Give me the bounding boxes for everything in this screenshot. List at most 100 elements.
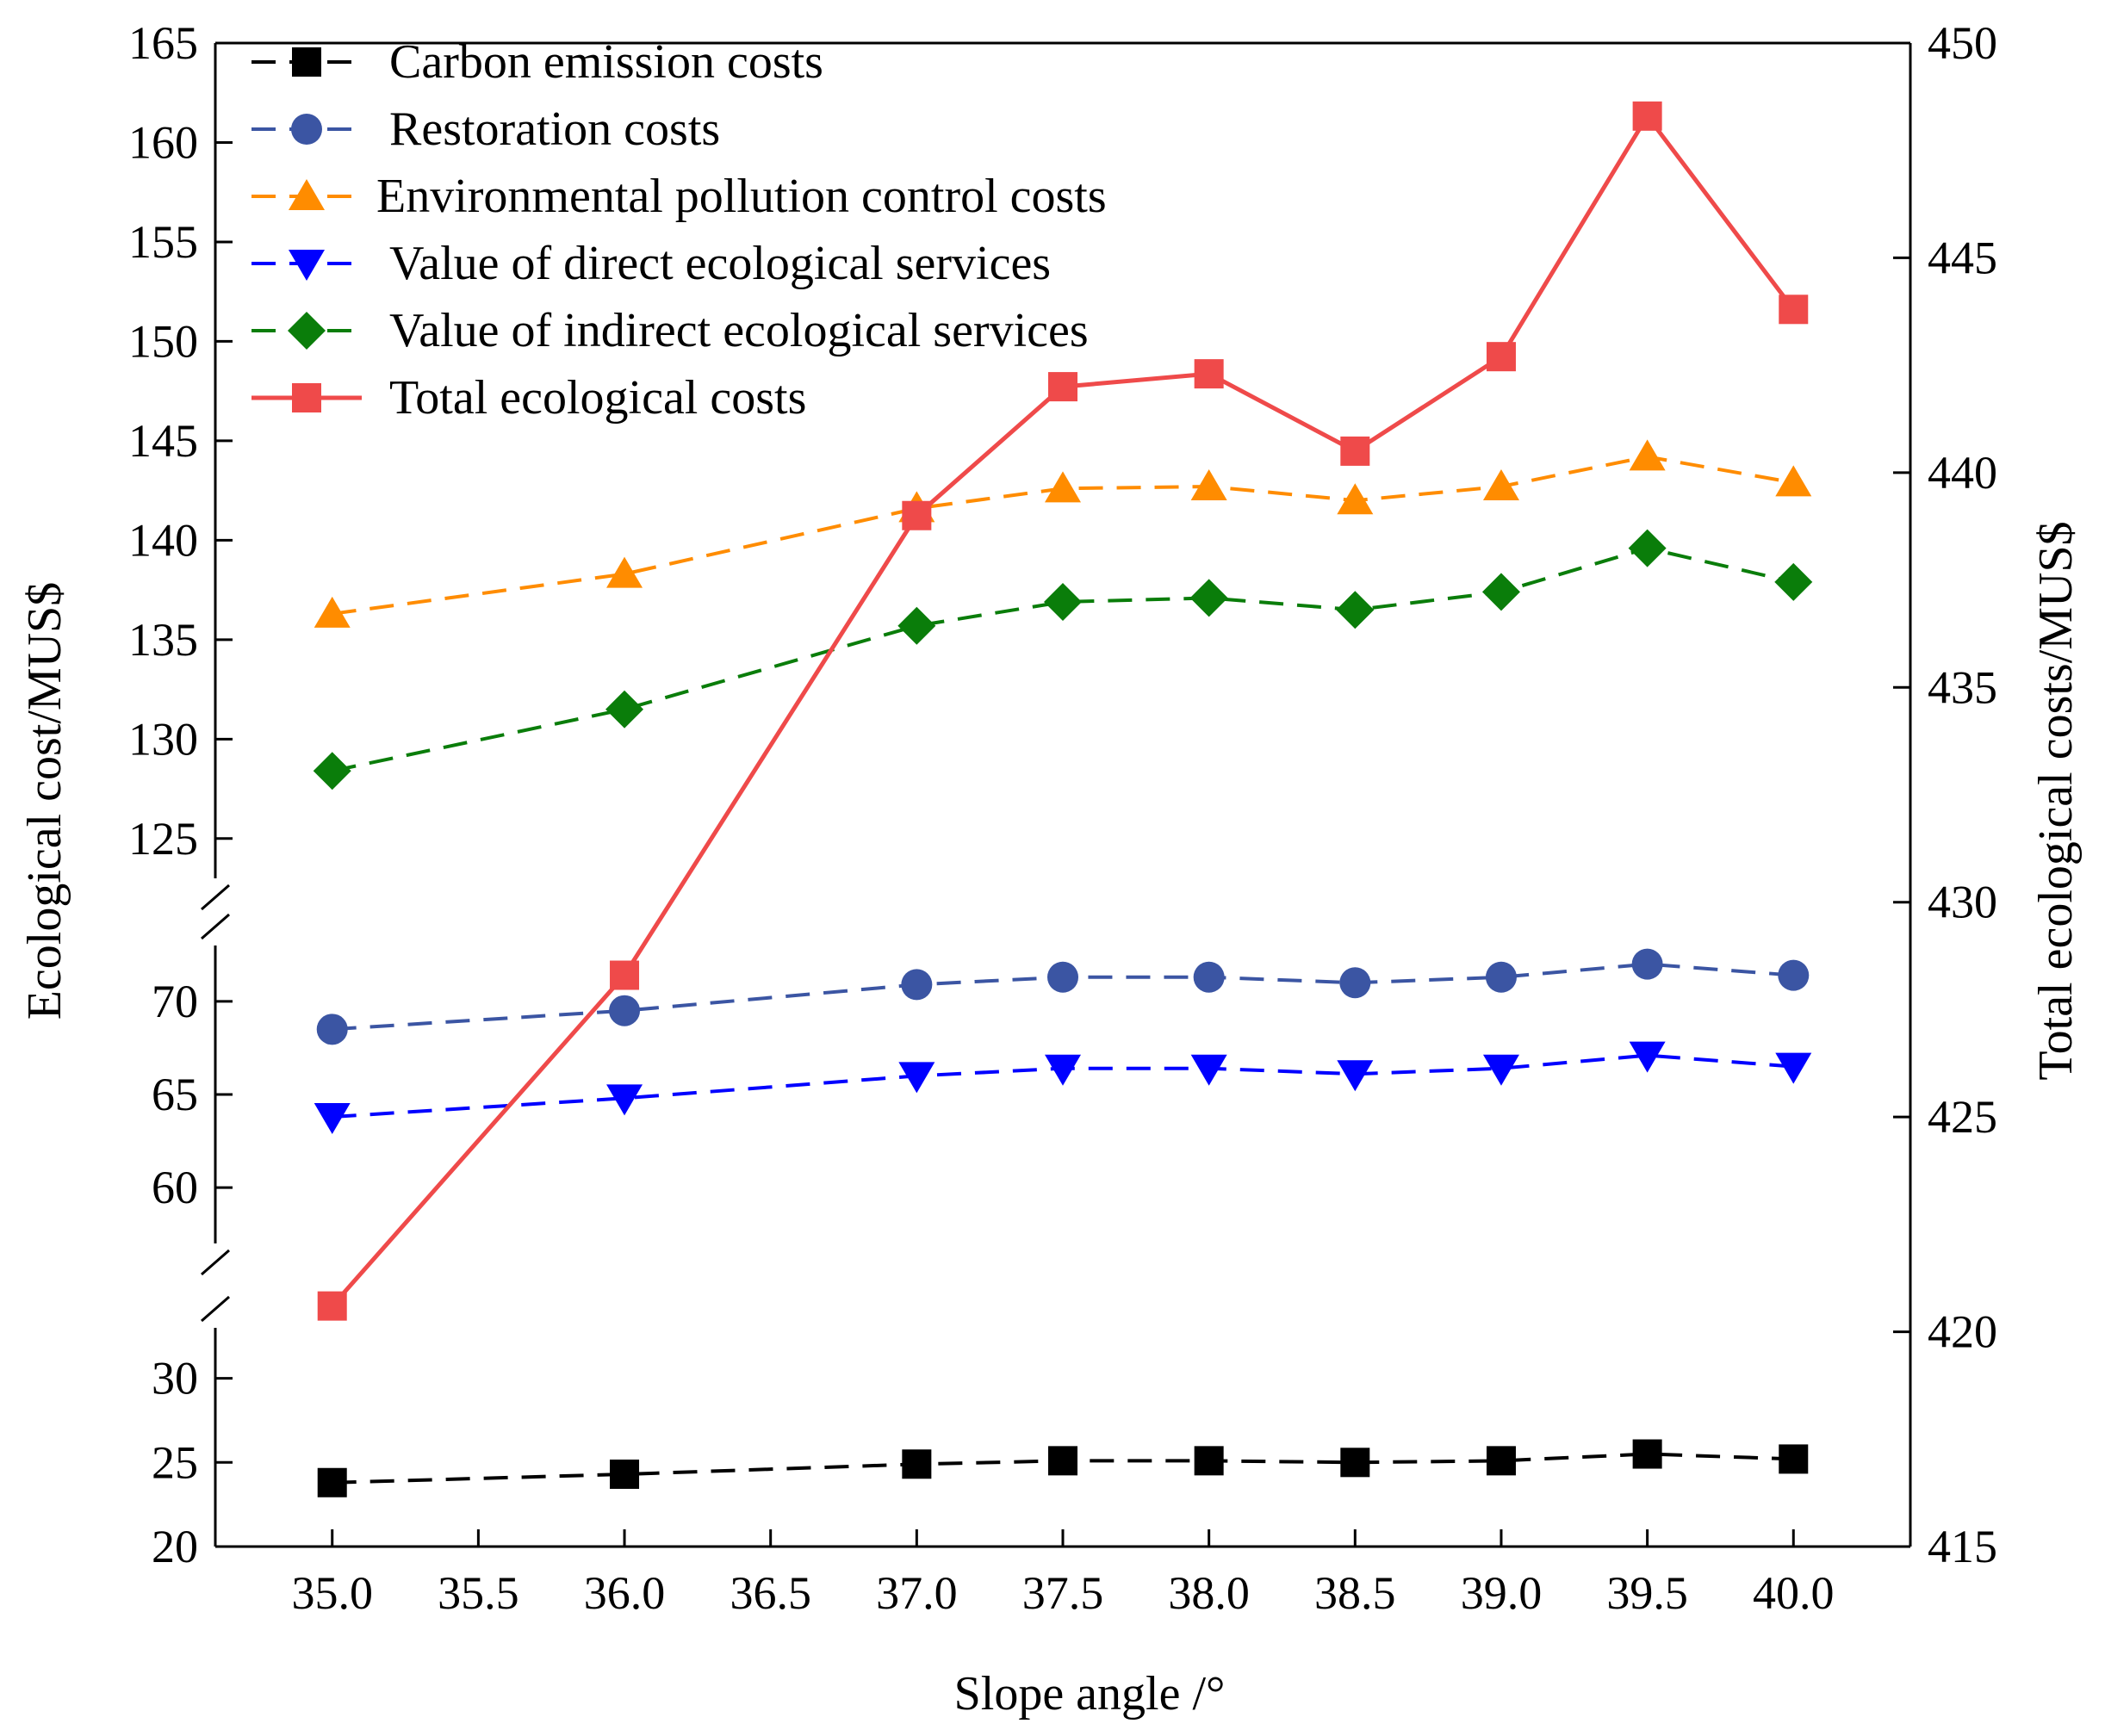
data-point <box>606 556 643 588</box>
data-point <box>610 960 640 990</box>
y-tick-label: 60 <box>152 1162 198 1213</box>
data-point <box>313 752 351 790</box>
x-tick-label: 39.5 <box>1606 1567 1688 1619</box>
data-point <box>317 1291 347 1321</box>
data-point <box>1481 573 1520 611</box>
data-point <box>1047 961 1078 993</box>
data-point <box>1632 101 1662 131</box>
y-tick-label: 20 <box>152 1521 198 1572</box>
legend-marker <box>289 250 325 281</box>
legend-label: Value of indirect ecological services <box>389 304 1089 357</box>
axis-ticks: 35.0 35.5 36.0 36.5 37.0 37.5 38.0 38.5 39.0 39.5… <box>128 17 1997 1619</box>
y2-tick-label: 415 <box>1928 1521 1997 1572</box>
data-point <box>1779 294 1809 325</box>
y2-tick-label: 420 <box>1928 1306 1997 1358</box>
legend: Carbon emission costs Restoration costs En… <box>251 35 1107 425</box>
data-point <box>898 1062 935 1094</box>
data-point <box>1044 582 1082 621</box>
y-tick-label: 160 <box>128 116 198 168</box>
y-tick-label: 135 <box>128 614 198 666</box>
data-point <box>1339 967 1371 999</box>
x-tick-label: 35.0 <box>291 1567 373 1619</box>
data-point <box>1194 359 1224 389</box>
data-point <box>1629 1041 1666 1073</box>
series-line <box>332 546 1794 773</box>
data-point <box>314 596 351 628</box>
legend-item: Carbon emission costs <box>251 35 823 89</box>
legend-marker <box>289 179 325 210</box>
data-point <box>1337 483 1374 515</box>
axis-break-mark <box>201 884 230 911</box>
data-point <box>1778 959 1810 991</box>
data-point <box>1336 591 1375 629</box>
legend-item: Environmental pollution control costs <box>251 170 1107 223</box>
data-point <box>610 1459 640 1489</box>
y-tick-label: 150 <box>128 315 198 367</box>
legend-label: Environmental pollution control costs <box>376 170 1107 223</box>
y-tick-label: 30 <box>152 1353 198 1404</box>
y2-tick-label: 435 <box>1928 661 1997 713</box>
axis-break-mark <box>201 1295 230 1323</box>
legend-marker <box>288 312 326 350</box>
series-5 <box>317 101 1809 1321</box>
data-point <box>1340 1448 1370 1478</box>
series-line <box>330 112 1796 1308</box>
x-tick-label: 39.0 <box>1461 1567 1543 1619</box>
series-3 <box>314 1041 1812 1134</box>
y-tick-label: 65 <box>152 1069 198 1120</box>
data-point <box>1485 961 1517 993</box>
data-point <box>897 606 936 645</box>
legend-item: Value of direct ecological services <box>251 237 1051 290</box>
x-axis-title: Slope angle /° <box>954 1667 1226 1720</box>
data-point <box>1045 471 1081 503</box>
y-tick-label: 70 <box>152 976 198 1027</box>
data-point <box>1486 342 1516 372</box>
data-point <box>1190 1054 1227 1086</box>
data-point <box>1048 1446 1077 1476</box>
data-point <box>1482 1054 1519 1086</box>
x-tick-label: 35.5 <box>438 1567 519 1619</box>
data-point <box>1194 1446 1224 1476</box>
x-tick-label: 36.5 <box>730 1567 811 1619</box>
data-point <box>1190 469 1227 501</box>
data-point <box>1045 1054 1081 1086</box>
axis-break-mark <box>201 1249 230 1276</box>
x-tick-label: 38.0 <box>1168 1567 1250 1619</box>
y-tick-label: 125 <box>128 813 198 865</box>
data-series <box>313 101 1813 1497</box>
series-1 <box>316 948 1810 1045</box>
legend-item: Restoration costs <box>251 102 720 156</box>
data-point <box>902 1449 932 1479</box>
y-axis-title: Ecological cost/MUS$ <box>18 582 71 1020</box>
x-tick-label: 38.5 <box>1314 1567 1396 1619</box>
data-point <box>1775 1052 1812 1084</box>
data-point <box>316 1014 348 1045</box>
y-tick-label: 130 <box>128 713 198 765</box>
legend-label: Carbon emission costs <box>389 35 823 89</box>
legend-label: Restoration costs <box>389 102 720 156</box>
data-point <box>1629 439 1666 471</box>
data-point <box>1628 529 1667 567</box>
y2-tick-label: 445 <box>1928 232 1997 283</box>
x-tick-label: 40.0 <box>1753 1567 1835 1619</box>
y-tick-label: 155 <box>128 216 198 268</box>
data-point <box>605 690 644 728</box>
data-point <box>1631 948 1663 980</box>
y2-tick-label: 440 <box>1928 447 1997 499</box>
legend-label: Total ecological costs <box>389 371 806 425</box>
data-point <box>1340 436 1370 466</box>
data-point <box>317 1467 347 1497</box>
data-point <box>314 1102 351 1134</box>
data-point <box>609 995 641 1026</box>
y-tick-label: 140 <box>128 514 198 566</box>
data-point <box>1774 562 1813 601</box>
y-tick-label: 145 <box>128 415 198 467</box>
data-point <box>1779 1444 1809 1474</box>
data-point <box>1482 469 1519 501</box>
axis-break-mark <box>201 913 230 940</box>
data-point <box>1486 1446 1516 1476</box>
data-point <box>1775 465 1812 497</box>
y-tick-label: 25 <box>152 1436 198 1488</box>
x-tick-label: 37.0 <box>876 1567 958 1619</box>
